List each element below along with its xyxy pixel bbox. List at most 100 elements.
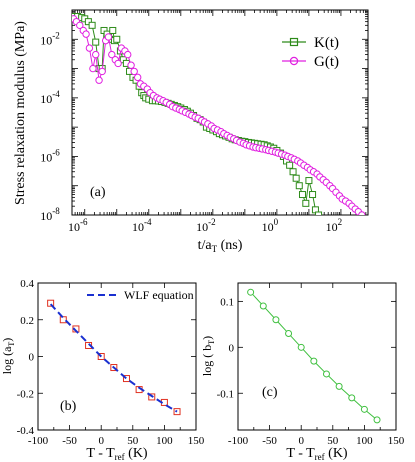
panel-a-xtick-label: 10-6 (68, 217, 88, 234)
panel-a-ytick-label: 10-8 (40, 206, 60, 223)
panel-a-xtick-label: 10-2 (196, 217, 216, 234)
panel-b-ylabel: log (aT) (0, 338, 16, 375)
panel-c-ylabel: log ( bT) (200, 336, 216, 376)
panel-b-ytick-label: -0.4 (17, 425, 35, 437)
panel-c-ytick-label: 0 (229, 342, 235, 354)
series-k-point (305, 177, 313, 185)
series-at-point (122, 375, 130, 383)
series-bt-point (310, 357, 318, 365)
series-g-point (108, 50, 116, 59)
panel-b-xtick-label: 50 (127, 435, 139, 447)
series-g-point (89, 64, 97, 73)
series-g-point (104, 33, 113, 41)
series-g-point (98, 67, 106, 76)
series-bt-point (322, 370, 330, 378)
panel-c-xtick-label: 50 (327, 435, 339, 447)
panel-c-xtick-label: -100 (228, 435, 249, 447)
series-g-point (85, 44, 94, 52)
panel-b-ytick-label: 0 (29, 352, 35, 364)
panel-c-ytick-label: 0.1 (220, 296, 234, 308)
panel-a-frame (71, 9, 369, 216)
panel-a-xtick-label: 10-4 (132, 217, 152, 234)
series-bt-point (285, 330, 293, 338)
series-k-point (315, 211, 323, 215)
panel-a-legend: K(t) G(t) (282, 35, 339, 70)
legend-k-label: K(t) (314, 35, 339, 51)
series-k-point (292, 174, 300, 182)
panel-b-ytick-label: 0.2 (20, 315, 34, 327)
legend-k-marker (289, 37, 299, 47)
panel-c-xlabel: T - Tref (K) (286, 446, 348, 462)
panel-a: 10-6 10-4 10-2 100 102 10-810-610-410-2 (a) … (13, 9, 369, 254)
series-at-point (59, 316, 67, 324)
series-at-point (173, 408, 181, 416)
series-bt-point (259, 302, 267, 310)
panel-b-ytick-label: 0.4 (20, 278, 34, 290)
panel-a-label: (a) (90, 185, 106, 200)
panel-c-label: (c) (262, 385, 278, 400)
panel-a-plot-area (72, 12, 366, 215)
series-bt-point (297, 343, 305, 351)
legend-wlf-label: WLF equation (124, 288, 194, 302)
series-g-point (114, 59, 122, 68)
series-at-point (97, 353, 105, 360)
panel-a-xlabel: t/aT (ns) (198, 238, 243, 254)
panel-b-xtick-label: -100 (28, 435, 49, 447)
series-g-point (76, 21, 84, 30)
series-g-point (124, 50, 132, 59)
series-g-point (127, 61, 135, 69)
series-k-point (113, 35, 121, 43)
panel-a-ytick-label: 10-2 (40, 30, 60, 47)
series-bt-point (272, 316, 280, 324)
panel-c: -100 -50 0 50 100 150 -0.100.1 (c) log ( bT) … (200, 282, 405, 462)
legend-g-marker (289, 56, 299, 66)
panel-a-xtick-label: 102 (326, 217, 343, 234)
series-wlf-line (49, 303, 178, 413)
legend-g-label: G(t) (314, 54, 339, 70)
panel-c-xtick-label: -50 (262, 435, 277, 447)
series-g-point (133, 73, 142, 82)
panel-b-legend: WLF equation (87, 288, 194, 302)
panel-a-ytick-label: 10-4 (40, 89, 60, 106)
series-bt-point (335, 382, 343, 390)
panel-b-xtick-label: 150 (188, 435, 205, 447)
panel-b-ytick-label: -0.2 (17, 388, 34, 400)
series-at-point (110, 364, 118, 372)
panel-a-ytick-label: 10-6 (40, 147, 60, 164)
series-g-point (130, 67, 138, 76)
series-g-point (358, 211, 366, 215)
series-k-point (92, 38, 100, 46)
panel-a-xtick-label: 100 (262, 217, 279, 234)
panel-c-xtick-label: 100 (356, 435, 373, 447)
series-g-point (95, 76, 103, 84)
series-bt-point (360, 405, 368, 413)
panel-b-label: (b) (60, 399, 77, 414)
series-bt-point (373, 416, 381, 424)
series-k-point (286, 161, 294, 169)
series-k-point (109, 26, 117, 34)
series-bt-point (247, 288, 255, 296)
panel-a-ylabel: Stress relaxation modulus (MPa) (13, 21, 28, 205)
panel-c-xtick-label: 0 (298, 435, 304, 447)
series-k-point (302, 199, 310, 207)
series-g-point (82, 30, 90, 38)
series-k-point (309, 191, 317, 199)
panel-c-xtick-label: 150 (388, 435, 405, 447)
series-k-point (295, 182, 303, 190)
series-k-point (289, 168, 297, 176)
series-k-point (88, 21, 96, 29)
series-g-point (92, 50, 100, 59)
panel-c-ytick-label: -0.1 (217, 388, 234, 400)
series-k-point (84, 18, 92, 26)
panel-b-xtick-label: 0 (98, 435, 104, 447)
panel-b: -100 -50 0 50 100 150 -0.4 -0.2 0 0.2 0.4 (b) WLF… (0, 278, 205, 462)
series-bt-point (348, 394, 356, 402)
series-at-point (47, 299, 55, 307)
panel-b-xtick-label: -50 (62, 435, 77, 447)
series-k-point (298, 191, 306, 199)
series-at-point (148, 393, 156, 401)
series-bt-line (250, 291, 378, 421)
panel-b-xlabel: T - Tref (K) (86, 446, 148, 462)
panel-b-xtick-label: 100 (156, 435, 173, 447)
